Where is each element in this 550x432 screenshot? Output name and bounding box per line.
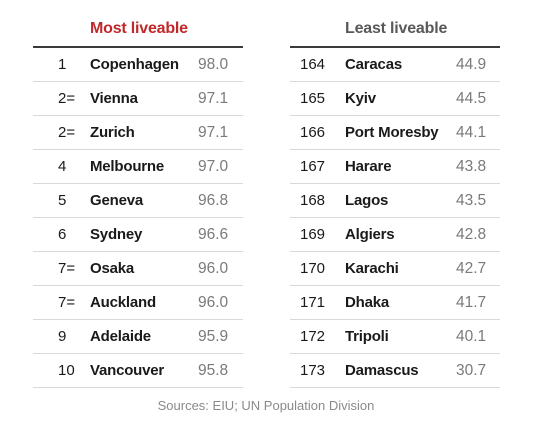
most-liveable-table: Most liveable 1 Copenhagen 98.0 2= Vienna 97.… (33, 14, 243, 388)
score-cell: 96.8 (198, 192, 229, 209)
rank-cell: 169 (300, 226, 326, 243)
city-cell: Karachi (345, 260, 399, 277)
score-cell: 44.5 (456, 90, 487, 107)
table-row: 9 Adelaide 95.9 (33, 320, 243, 354)
most-liveable-rows: 1 Copenhagen 98.0 2= Vienna 97.1 2= Zurich 97.1 4… (33, 48, 243, 388)
score-cell: 41.7 (456, 294, 487, 311)
city-cell: Caracas (345, 56, 402, 73)
score-cell: 97.0 (198, 158, 229, 175)
rank-cell: 168 (300, 192, 326, 209)
least-liveable-table: Least liveable 164 Caracas 44.9 165 Kyiv 44.5… (290, 14, 500, 388)
header-rule (290, 46, 500, 48)
table-row: 10 Vancouver 95.8 (33, 354, 243, 388)
table-row: 168 Lagos 43.5 (290, 184, 500, 218)
city-cell: Geneva (90, 192, 143, 209)
rank-cell: 1 (58, 56, 67, 73)
score-cell: 30.7 (456, 362, 487, 379)
city-cell: Lagos (345, 192, 389, 209)
rank-cell: 6 (58, 226, 67, 243)
rank-cell: 172 (300, 328, 326, 345)
city-cell: Zurich (90, 124, 135, 141)
score-cell: 42.8 (456, 226, 487, 243)
score-cell: 43.8 (456, 158, 487, 175)
table-row: 167 Harare 43.8 (290, 150, 500, 184)
rank-cell: 164 (300, 56, 326, 73)
city-cell: Damascus (345, 362, 419, 379)
city-cell: Tripoli (345, 328, 389, 345)
score-cell: 42.7 (456, 260, 487, 277)
city-cell: Copenhagen (90, 56, 179, 73)
score-cell: 95.9 (198, 328, 229, 345)
rank-cell: 170 (300, 260, 326, 277)
rank-cell: 7= (58, 294, 76, 311)
city-cell: Melbourne (90, 158, 165, 175)
table-row: 1 Copenhagen 98.0 (33, 48, 243, 82)
city-cell: Auckland (90, 294, 156, 311)
table-row: 170 Karachi 42.7 (290, 252, 500, 286)
table-row: 7= Osaka 96.0 (33, 252, 243, 286)
table-row: 164 Caracas 44.9 (290, 48, 500, 82)
city-cell: Port Moresby (345, 124, 439, 141)
score-cell: 96.0 (198, 294, 229, 311)
rank-cell: 167 (300, 158, 326, 175)
header-rule (33, 46, 243, 48)
city-cell: Adelaide (90, 328, 151, 345)
city-cell: Vancouver (90, 362, 165, 379)
table-row: 169 Algiers 42.8 (290, 218, 500, 252)
city-cell: Vienna (90, 90, 138, 107)
city-cell: Algiers (345, 226, 395, 243)
city-cell: Harare (345, 158, 392, 175)
table-row: 172 Tripoli 40.1 (290, 320, 500, 354)
rank-cell: 2= (58, 90, 76, 107)
score-cell: 44.9 (456, 56, 487, 73)
table-row: 4 Melbourne 97.0 (33, 150, 243, 184)
score-cell: 43.5 (456, 192, 487, 209)
rank-cell: 5 (58, 192, 67, 209)
table-row: 2= Zurich 97.1 (33, 116, 243, 150)
score-cell: 97.1 (198, 90, 229, 107)
rank-cell: 2= (58, 124, 76, 141)
table-row: 6 Sydney 96.6 (33, 218, 243, 252)
score-cell: 96.0 (198, 260, 229, 277)
city-cell: Kyiv (345, 90, 376, 107)
table-row: 173 Damascus 30.7 (290, 354, 500, 388)
rank-cell: 9 (58, 328, 67, 345)
rank-cell: 10 (58, 362, 75, 379)
table-row: 171 Dhaka 41.7 (290, 286, 500, 320)
rank-cell: 173 (300, 362, 326, 379)
city-cell: Osaka (90, 260, 135, 277)
rank-cell: 171 (300, 294, 326, 311)
sources-note: Sources: EIU; UN Population Division (157, 398, 375, 413)
table-row: 7= Auckland 96.0 (33, 286, 243, 320)
table-row: 2= Vienna 97.1 (33, 82, 243, 116)
city-cell: Sydney (90, 226, 143, 243)
rank-cell: 166 (300, 124, 326, 141)
rank-cell: 165 (300, 90, 326, 107)
least-liveable-rows: 164 Caracas 44.9 165 Kyiv 44.5 166 Port Moresby… (290, 48, 500, 388)
score-cell: 96.6 (198, 226, 229, 243)
city-cell: Dhaka (345, 294, 390, 311)
rank-cell: 7= (58, 260, 76, 277)
rank-cell: 4 (58, 158, 67, 175)
table-row: 5 Geneva 96.8 (33, 184, 243, 218)
most-liveable-title: Most liveable (90, 20, 188, 37)
score-cell: 95.8 (198, 362, 229, 379)
least-liveable-title: Least liveable (345, 20, 448, 37)
table-row: 166 Port Moresby 44.1 (290, 116, 500, 150)
table-row: 165 Kyiv 44.5 (290, 82, 500, 116)
score-cell: 44.1 (456, 124, 487, 141)
score-cell: 98.0 (198, 56, 229, 73)
score-cell: 97.1 (198, 124, 229, 141)
score-cell: 40.1 (456, 328, 487, 345)
